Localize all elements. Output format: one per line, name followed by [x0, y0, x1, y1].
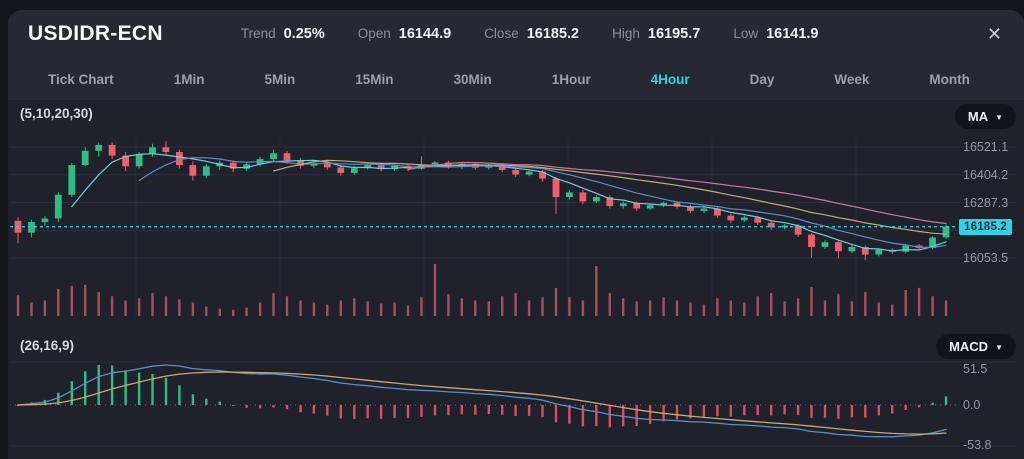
- price-axis-label-3: 16287.3: [963, 196, 1009, 210]
- current-price-badge: 16185.2: [959, 219, 1012, 235]
- macd-button-label: MACD: [949, 339, 989, 354]
- symbol-title: USDIDR-ECN: [28, 22, 163, 45]
- tab-1min[interactable]: 1Min: [173, 71, 205, 87]
- chevron-down-icon: ▼: [995, 343, 1003, 352]
- macd-params-label: (26,16,9): [20, 338, 75, 353]
- tab-day[interactable]: Day: [749, 71, 775, 87]
- stat-low: Low 16141.9: [733, 26, 819, 42]
- price-axis-label-2: 16404.2: [963, 168, 1009, 182]
- tab-30min[interactable]: 30Min: [453, 71, 492, 87]
- main-chart-canvas[interactable]: [8, 100, 1024, 330]
- price-axis-label-4: 16053.5: [963, 251, 1009, 265]
- ohlc-stats: Trend 0.25% Open 16144.9 Close 16185.2 H…: [241, 26, 819, 42]
- chart-region: [8, 100, 1024, 459]
- macd-axis-label-1: 51.5: [963, 362, 988, 376]
- stat-close: Close 16185.2: [484, 26, 580, 42]
- stat-trend: Trend 0.25%: [240, 26, 325, 42]
- timeframe-tabs: Tick Chart 1Min 5Min 15Min 30Min 1Hour 4…: [8, 58, 1024, 100]
- tab-4hour[interactable]: 4Hour: [650, 71, 690, 87]
- price-axis-label-1: 16521.1: [963, 140, 1009, 154]
- chevron-down-icon: ▼: [995, 113, 1003, 122]
- tab-tick-chart[interactable]: Tick Chart: [48, 71, 114, 87]
- close-icon: ✕: [986, 24, 1002, 44]
- trading-chart-window: USDIDR-ECN Trend 0.25% Open 16144.9 Clos…: [8, 10, 1024, 459]
- tab-week[interactable]: Week: [834, 71, 870, 87]
- tab-5min[interactable]: 5Min: [264, 71, 296, 87]
- tab-15min[interactable]: 15Min: [355, 71, 394, 87]
- ma-indicator-button[interactable]: MA ▼: [954, 104, 1016, 129]
- close-button[interactable]: ✕: [983, 21, 1006, 47]
- macd-axis-label-3: -53.8: [963, 438, 992, 452]
- ma-params-label: (5,10,20,30): [20, 106, 93, 121]
- chart-header: USDIDR-ECN Trend 0.25% Open 16144.9 Clos…: [8, 10, 1024, 58]
- tab-1hour[interactable]: 1Hour: [551, 71, 591, 87]
- stat-high: High 16195.7: [612, 26, 701, 42]
- macd-axis-label-2: 0.0: [963, 398, 981, 412]
- ma-button-label: MA: [967, 109, 989, 124]
- macd-indicator-button[interactable]: MACD ▼: [936, 334, 1016, 359]
- macd-canvas[interactable]: [8, 330, 1024, 459]
- stat-open: Open 16144.9: [357, 26, 452, 42]
- tab-month[interactable]: Month: [929, 71, 970, 87]
